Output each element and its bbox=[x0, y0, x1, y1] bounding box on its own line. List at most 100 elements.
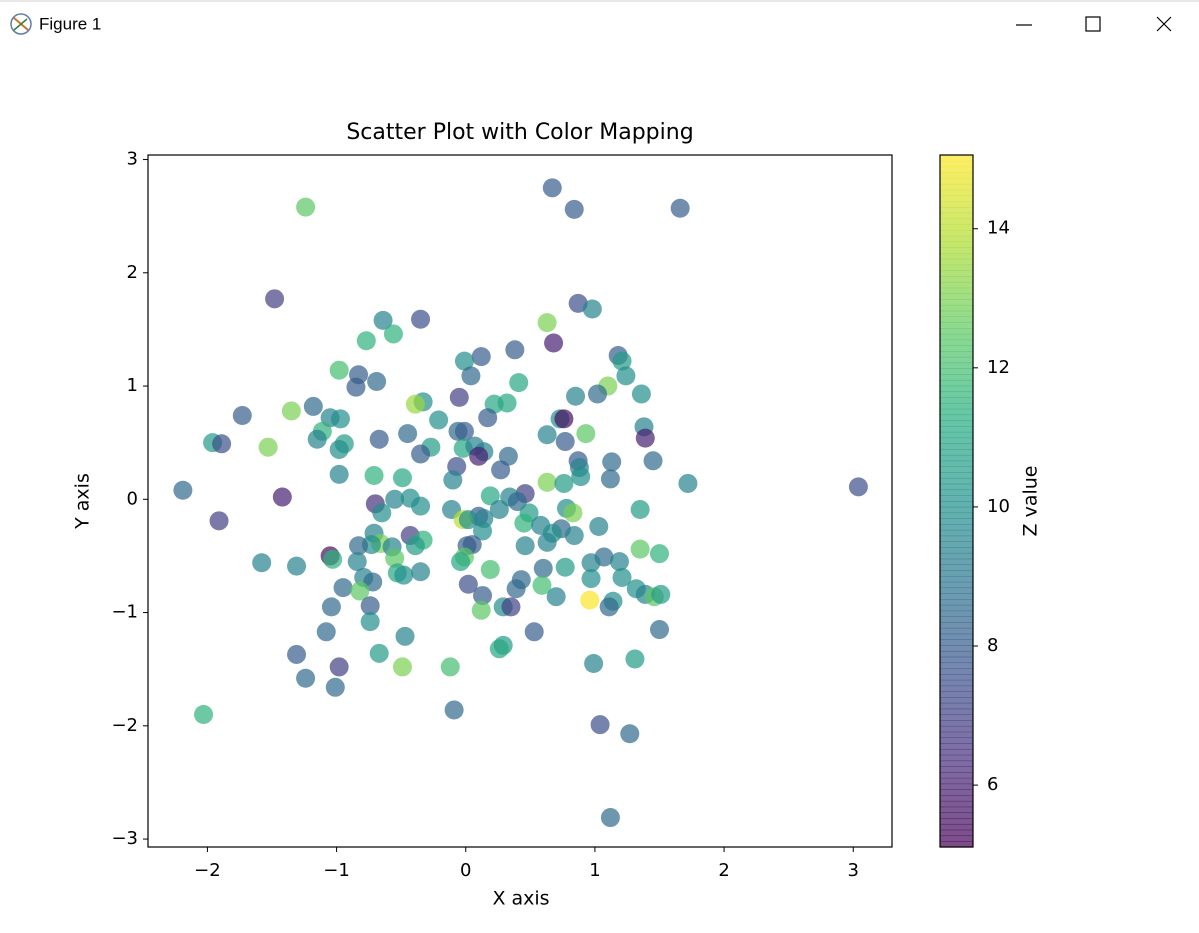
x-axis-label: X axis bbox=[492, 888, 549, 910]
point bbox=[848, 477, 868, 497]
x-tick-label: 2 bbox=[718, 860, 729, 881]
colorbar-slice bbox=[940, 841, 973, 848]
colorbar-slice bbox=[940, 535, 973, 542]
point bbox=[581, 569, 601, 589]
colorbar-tick-label: 14 bbox=[987, 218, 1010, 239]
point bbox=[329, 360, 349, 380]
colorbar-tick-label: 10 bbox=[987, 496, 1010, 517]
point bbox=[612, 351, 632, 371]
point bbox=[296, 668, 316, 688]
colorbar-slice bbox=[940, 374, 973, 381]
colorbar-slice bbox=[940, 725, 973, 733]
point bbox=[625, 649, 645, 669]
colorbar-slice bbox=[940, 524, 973, 531]
point bbox=[566, 386, 586, 406]
colorbar-slice bbox=[940, 189, 973, 196]
colorbar-slice bbox=[940, 258, 973, 266]
point bbox=[385, 489, 405, 509]
point bbox=[454, 351, 474, 371]
point bbox=[398, 424, 418, 444]
point bbox=[480, 486, 500, 506]
close-button[interactable] bbox=[1156, 16, 1172, 32]
maximize-button[interactable] bbox=[1085, 16, 1101, 32]
point bbox=[599, 597, 619, 617]
point bbox=[571, 467, 591, 487]
colorbar-slice bbox=[940, 570, 973, 577]
point bbox=[325, 677, 345, 697]
colorbar-slice bbox=[940, 656, 973, 664]
point bbox=[367, 372, 387, 392]
point bbox=[650, 620, 669, 640]
point bbox=[411, 309, 431, 329]
point bbox=[537, 472, 557, 492]
colorbar-slice bbox=[940, 414, 973, 421]
colorbar-slice bbox=[940, 495, 973, 502]
colorbar-slice bbox=[940, 674, 973, 681]
colorbar-slice bbox=[940, 212, 973, 220]
colorbar-slice bbox=[940, 645, 973, 652]
colorbar-slice bbox=[940, 552, 973, 560]
colorbar-frame bbox=[939, 154, 974, 848]
x-tick-label: 0 bbox=[460, 860, 471, 881]
colorbar-slice bbox=[940, 679, 973, 687]
point bbox=[258, 437, 278, 457]
point bbox=[478, 408, 498, 428]
point bbox=[272, 487, 292, 507]
point bbox=[480, 560, 500, 580]
colorbar-slice bbox=[940, 558, 973, 566]
point bbox=[444, 700, 464, 720]
point bbox=[329, 439, 349, 459]
colorbar-slice bbox=[940, 806, 973, 813]
point bbox=[620, 724, 640, 744]
point bbox=[602, 452, 622, 472]
point bbox=[630, 499, 650, 519]
colorbar-slice bbox=[940, 708, 973, 715]
colorbar-slice bbox=[940, 385, 973, 393]
point bbox=[303, 396, 323, 416]
point bbox=[537, 425, 557, 445]
point bbox=[471, 600, 491, 620]
colorbar-slice bbox=[940, 697, 973, 704]
point bbox=[491, 460, 511, 480]
colorbar-slice bbox=[940, 397, 973, 404]
point bbox=[458, 574, 478, 594]
point bbox=[580, 590, 600, 610]
colorbar-slice bbox=[940, 449, 973, 456]
colorbar-slice bbox=[940, 247, 973, 254]
colorbar-slice bbox=[940, 633, 973, 640]
x-tick-label: −1 bbox=[323, 860, 350, 881]
point bbox=[461, 366, 481, 386]
colorbar-slice bbox=[940, 420, 973, 427]
point bbox=[350, 581, 370, 601]
colorbar-slice bbox=[940, 166, 973, 173]
colorbar-slice bbox=[940, 299, 973, 306]
colorbar-slice bbox=[940, 276, 973, 283]
point bbox=[356, 331, 376, 351]
point bbox=[471, 347, 491, 367]
point bbox=[265, 289, 285, 309]
point bbox=[232, 405, 252, 425]
point bbox=[316, 622, 336, 642]
point bbox=[346, 377, 366, 397]
colorbar-tick-label: 12 bbox=[987, 357, 1010, 378]
y-tick-label: 0 bbox=[127, 488, 138, 509]
colorbar-slice bbox=[940, 287, 973, 294]
point bbox=[360, 596, 380, 616]
colorbar-slice bbox=[940, 264, 973, 271]
x-tick-label: −2 bbox=[194, 860, 221, 881]
chart-title: Scatter Plot with Color Mapping bbox=[346, 120, 693, 145]
point bbox=[515, 536, 535, 556]
y-tick-label: −1 bbox=[111, 602, 138, 623]
point bbox=[612, 567, 632, 587]
colorbar-slice bbox=[940, 345, 973, 352]
colorbar-slice bbox=[940, 235, 973, 243]
colorbar-slice bbox=[940, 437, 973, 444]
colorbar-slice bbox=[940, 333, 973, 341]
colorbar-slice bbox=[940, 402, 973, 410]
colorbar-slice bbox=[940, 731, 973, 739]
colorbar-slice bbox=[940, 639, 973, 646]
colorbar-slice bbox=[940, 829, 973, 837]
point bbox=[394, 565, 414, 585]
colorbar-slice bbox=[940, 702, 973, 710]
